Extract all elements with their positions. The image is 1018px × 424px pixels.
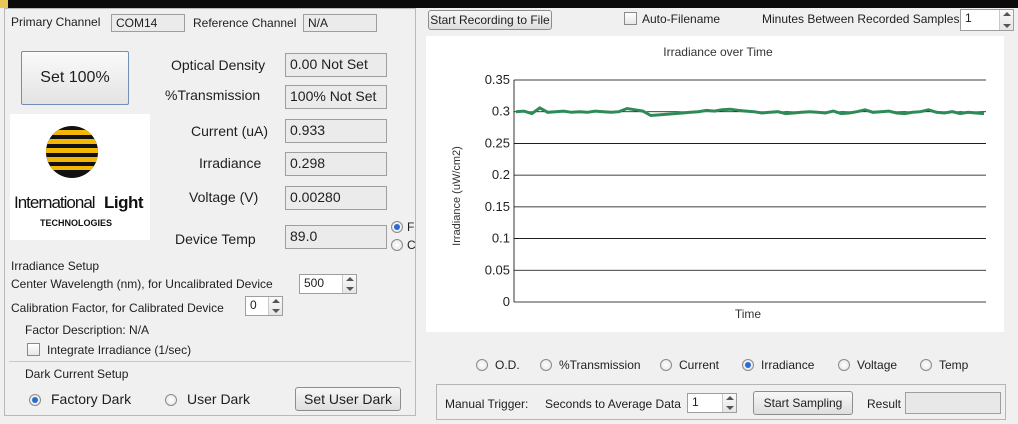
integrate-label: Integrate Irradiance (1/sec) bbox=[47, 343, 192, 357]
irradiance-label: Irradiance bbox=[199, 155, 262, 171]
device-temp-label: Device Temp bbox=[175, 231, 256, 247]
logo-word-technologies: TECHNOLOGIES bbox=[40, 218, 112, 228]
start-recording-button[interactable]: Start Recording to File bbox=[428, 10, 552, 30]
plot-option-label-4: Voltage bbox=[857, 358, 898, 372]
optical-density-field: 0.00 Not Set bbox=[285, 53, 387, 77]
plot-option-radio-0[interactable] bbox=[476, 359, 488, 371]
calibration-stepper-arrows[interactable] bbox=[268, 297, 282, 315]
primary-channel-label: Primary Channel bbox=[11, 15, 101, 29]
calibration-stepper[interactable]: 0 bbox=[245, 296, 283, 316]
wavelength-stepper[interactable]: 500 bbox=[299, 274, 357, 294]
set-user-dark-button[interactable]: Set User Dark bbox=[295, 387, 401, 411]
chart-title: Irradiance over Time bbox=[663, 45, 773, 59]
manual-trigger-label: Manual Trigger: bbox=[445, 397, 529, 411]
logo-word-light: Light bbox=[104, 193, 144, 212]
current-label: Current (uA) bbox=[191, 123, 269, 139]
company-logo: International Light TECHNOLOGIES bbox=[10, 114, 150, 240]
factory-dark-radio[interactable] bbox=[29, 394, 41, 406]
y-tick-label: 0.15 bbox=[485, 199, 510, 214]
plot-option-label-1: %Transmission bbox=[559, 358, 641, 372]
set-100-button[interactable]: Set 100% bbox=[21, 51, 129, 105]
seconds-label: Seconds to Average Data bbox=[545, 397, 681, 411]
irradiance-series-line bbox=[515, 106, 985, 118]
optical-density-label: Optical Density bbox=[171, 57, 266, 73]
minutes-stepper-arrows[interactable] bbox=[999, 10, 1013, 30]
factor-description: Factor Description: N/A bbox=[25, 323, 150, 337]
title-bar bbox=[0, 0, 1018, 8]
wavelength-value: 500 bbox=[304, 276, 325, 290]
wavelength-label: Center Wavelength (nm), for Uncalibrated… bbox=[11, 277, 273, 291]
calibration-value: 0 bbox=[250, 298, 257, 312]
y-tick-label: 0.1 bbox=[492, 231, 510, 246]
user-dark-radio[interactable] bbox=[165, 394, 177, 406]
primary-channel-field: COM14 bbox=[111, 14, 185, 32]
y-axis-label: Irradiance (uW/cm2) bbox=[451, 146, 463, 246]
temp-c-radio[interactable] bbox=[391, 239, 403, 251]
reference-channel-label: Reference Channel bbox=[193, 16, 297, 30]
y-tick-label: 0.3 bbox=[492, 104, 510, 119]
auto-filename-checkbox[interactable] bbox=[624, 12, 637, 25]
plot-option-label-2: Current bbox=[679, 358, 720, 372]
plot-option-label-0: O.D. bbox=[495, 358, 520, 372]
user-dark-label: User Dark bbox=[187, 391, 251, 407]
auto-filename-label: Auto-Filename bbox=[642, 12, 721, 26]
calibration-label: Calibration Factor, for Calibrated Devic… bbox=[11, 301, 224, 315]
plot-option-radio-3[interactable] bbox=[742, 359, 754, 371]
y-tick-label: 0.2 bbox=[492, 167, 510, 182]
factory-dark-label: Factory Dark bbox=[51, 391, 132, 407]
irradiance-setup-title: Irradiance Setup bbox=[11, 259, 100, 273]
minutes-label: Minutes Between Recorded Samples bbox=[762, 12, 960, 26]
x-axis-label: Time bbox=[735, 307, 762, 321]
seconds-value: 1 bbox=[692, 395, 699, 409]
logo-graphic: International Light TECHNOLOGIES bbox=[14, 126, 144, 228]
minutes-value: 1 bbox=[965, 11, 972, 25]
plot-option-radio-5[interactable] bbox=[920, 359, 932, 371]
wavelength-stepper-arrows[interactable] bbox=[342, 275, 356, 293]
temp-f-label: F bbox=[407, 220, 415, 234]
plot-option-label-5: Temp bbox=[939, 358, 969, 372]
plot-option-radio-4[interactable] bbox=[838, 359, 850, 371]
start-sampling-button[interactable]: Start Sampling bbox=[753, 391, 853, 415]
app-icon bbox=[0, 0, 8, 8]
seconds-stepper[interactable]: 1 bbox=[687, 393, 737, 413]
plot-option-radio-1[interactable] bbox=[540, 359, 552, 371]
minutes-stepper[interactable]: 1 bbox=[960, 9, 1014, 31]
y-tick-label: 0.05 bbox=[485, 262, 510, 277]
y-tick-label: 0.35 bbox=[485, 72, 510, 87]
dark-current-title: Dark Current Setup bbox=[25, 367, 129, 381]
chart-panel: Irradiance over Time 0 0.05 0.1 0.15 0.2 0.25… bbox=[426, 36, 1004, 332]
temp-c-label: C bbox=[407, 238, 416, 252]
integrate-checkbox[interactable] bbox=[27, 343, 40, 356]
logo-word-international: International bbox=[14, 193, 95, 212]
y-tick-label: 0.25 bbox=[485, 135, 510, 150]
result-label: Result bbox=[867, 397, 902, 411]
result-field bbox=[905, 392, 1001, 414]
temp-f-radio[interactable] bbox=[391, 221, 403, 233]
plot-option-radio-2[interactable] bbox=[660, 359, 672, 371]
trigger-box: Manual Trigger: Seconds to Average Data … bbox=[436, 384, 1006, 420]
separator bbox=[9, 361, 411, 362]
device-temp-field: 89.0 bbox=[285, 225, 387, 249]
plot-option-label-3: Irradiance bbox=[761, 358, 815, 372]
transmission-label: %Transmission bbox=[165, 87, 261, 103]
current-field: 0.933 bbox=[285, 119, 387, 143]
seconds-stepper-arrows[interactable] bbox=[722, 394, 736, 412]
voltage-field: 0.00280 bbox=[285, 186, 387, 210]
irradiance-field: 0.298 bbox=[285, 152, 387, 176]
transmission-field: 100% Not Set bbox=[285, 85, 387, 109]
irradiance-chart: Irradiance over Time 0 0.05 0.1 0.15 0.2 0.25… bbox=[451, 45, 986, 321]
y-tick-label: 0 bbox=[503, 294, 510, 309]
reference-channel-field: N/A bbox=[303, 14, 377, 32]
voltage-label: Voltage (V) bbox=[189, 189, 259, 205]
